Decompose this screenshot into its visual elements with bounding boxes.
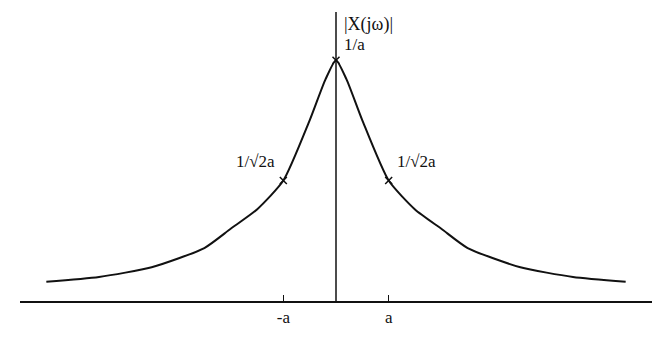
svg-text:1/√2a: 1/√2a [236,152,275,171]
svg-text:|X(jω)|: |X(jω)| [344,14,393,35]
svg-text:1/a: 1/a [344,35,365,54]
svg-text:-a: -a [277,308,291,327]
svg-text:1/√2a: 1/√2a [397,152,436,171]
svg-text:a: a [385,308,393,327]
